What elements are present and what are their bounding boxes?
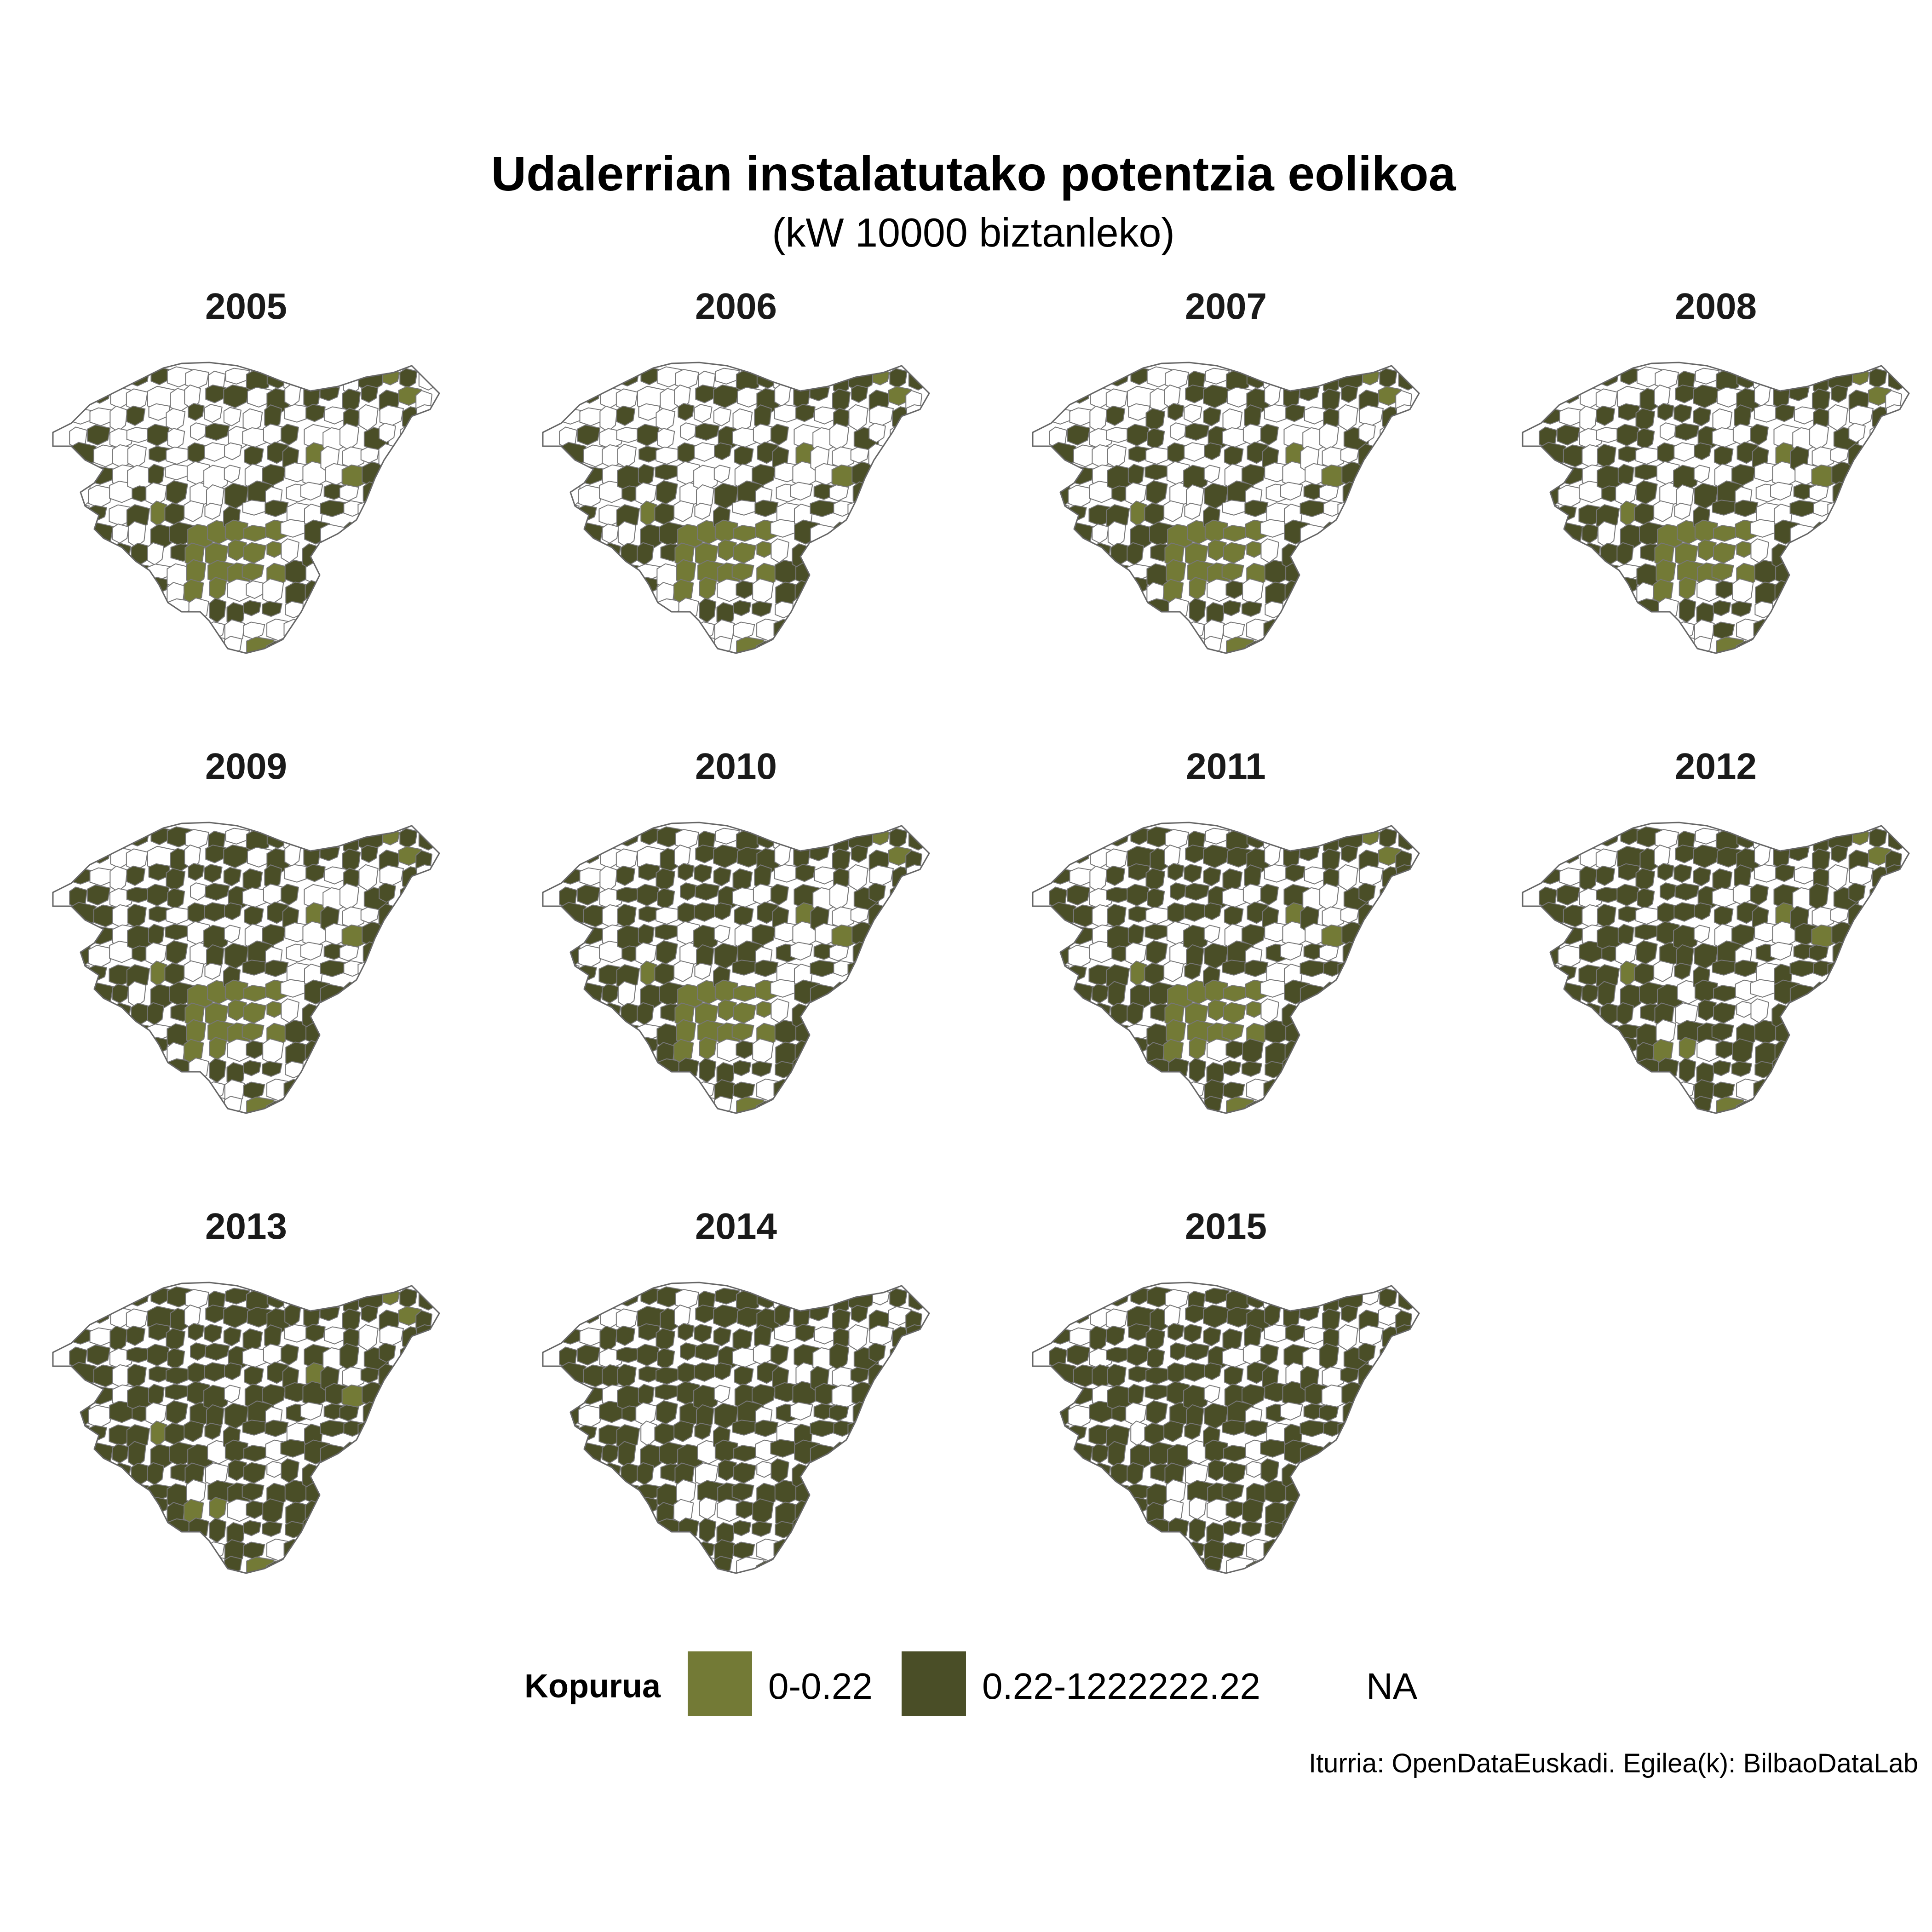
- panel-title-2014: 2014: [695, 1206, 777, 1247]
- legend-label-na: NA: [1366, 1666, 1418, 1707]
- legend-title: Kopurua: [524, 1668, 661, 1705]
- panel-title-2011: 2011: [1186, 746, 1266, 787]
- source-caption: Iturria: OpenDataEuskadi. Egilea(k): Bil…: [1308, 1748, 1918, 1778]
- legend-swatch-low: [688, 1651, 752, 1716]
- choropleth-map-2009: [44, 814, 458, 1136]
- panel-title-2012: 2012: [1675, 746, 1757, 787]
- choropleth-map-2005: [44, 354, 458, 676]
- choropleth-map-2007: [1024, 354, 1438, 676]
- legend-label-low: 0-0.22: [768, 1666, 873, 1707]
- legend-swatch-na: [1270, 1651, 1334, 1716]
- map-subtitle: (kW 10000 biztanleko): [772, 210, 1175, 255]
- choropleth-map-2013: [44, 1274, 458, 1596]
- legend-label-high: 0.22-1222222.22: [982, 1666, 1260, 1707]
- panel-title-2008: 2008: [1675, 286, 1757, 327]
- choropleth-map-2008: [1513, 354, 1927, 676]
- choropleth-map-2014: [534, 1274, 948, 1596]
- choropleth-map-2006: [534, 354, 948, 676]
- choropleth-map-2011: [1024, 814, 1438, 1136]
- panel-title-2009: 2009: [205, 746, 287, 787]
- panel-title-2010: 2010: [695, 746, 777, 787]
- choropleth-map-2015: [1024, 1274, 1438, 1596]
- legend-swatch-high: [902, 1651, 966, 1716]
- panel-title-2005: 2005: [205, 286, 287, 327]
- panel-title-2015: 2015: [1185, 1206, 1267, 1247]
- panel-title-2013: 2013: [205, 1206, 287, 1247]
- choropleth-map-2012: [1513, 814, 1927, 1136]
- choropleth-map-2010: [534, 814, 948, 1136]
- map-title: Udalerrian instalatutako potentzia eolik…: [491, 147, 1456, 201]
- panel-title-2007: 2007: [1185, 286, 1267, 327]
- panel-title-2006: 2006: [695, 286, 777, 327]
